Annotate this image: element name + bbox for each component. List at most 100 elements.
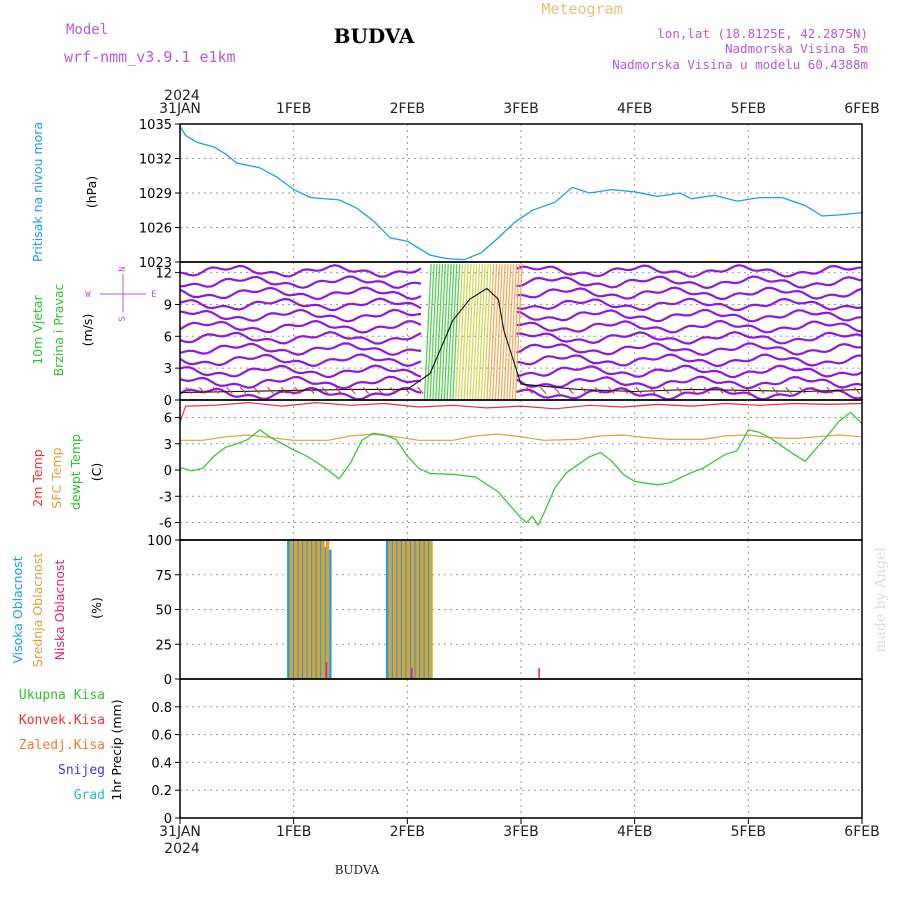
wind-red-barb bbox=[294, 386, 301, 394]
cloud-bar-0-15 bbox=[408, 540, 413, 679]
wind-red-barb bbox=[376, 386, 383, 394]
cloud-bar-1-11 bbox=[397, 540, 401, 679]
cloud-bar-0-14 bbox=[404, 540, 408, 679]
ytick-label-4-2: 0.4 bbox=[151, 756, 172, 771]
pressure-ylabel: Pritisak na nivou mora bbox=[30, 122, 45, 262]
pressure-line bbox=[179, 125, 863, 261]
cloud-bar-1-17 bbox=[424, 540, 429, 679]
wind-red-barb bbox=[689, 386, 697, 394]
wind-band-3 bbox=[516, 353, 863, 368]
cloud-bar-0-16 bbox=[413, 540, 417, 679]
wind-hatch bbox=[437, 264, 447, 401]
wind-red-barb bbox=[621, 386, 629, 394]
wind-band-0 bbox=[516, 386, 863, 401]
wind-hatch bbox=[466, 264, 475, 401]
cloud-bar-0-12 bbox=[395, 540, 399, 679]
xtick-top-5: 5FEB bbox=[731, 101, 766, 117]
precip-ylabel: 1hr Precip (mm) bbox=[109, 699, 124, 800]
wind-hatch bbox=[494, 264, 503, 401]
wind-red-barb bbox=[812, 386, 820, 394]
wind-red-barb bbox=[771, 386, 779, 394]
cloud-bar-1-0 bbox=[289, 540, 293, 679]
cloud-bar-1-1 bbox=[293, 540, 298, 679]
xtick-bottom-3: 3FEB bbox=[503, 824, 538, 840]
ytick-label-1-0: 0 bbox=[164, 394, 172, 409]
cloud-bar-0-3 bbox=[300, 540, 305, 679]
wind-hatch bbox=[469, 264, 478, 401]
wind-hatch bbox=[508, 264, 518, 401]
wind-red-barb bbox=[744, 386, 751, 394]
wind-hatch bbox=[491, 264, 501, 401]
wind-band-1 bbox=[515, 375, 863, 390]
wind-band-11 bbox=[516, 264, 863, 278]
wind-red-barb bbox=[185, 386, 192, 394]
wind-band-4 bbox=[516, 342, 863, 357]
meteogram-label: Meteogram bbox=[541, 0, 622, 18]
wind-red-barb bbox=[362, 386, 370, 394]
cloud-bar-0-10 bbox=[386, 540, 390, 679]
wind-red-barb bbox=[635, 386, 642, 394]
cloud-bar-1-9 bbox=[388, 540, 392, 679]
cloud-ylabel-2: Srednja Oblacnost bbox=[30, 553, 45, 667]
dir-s: S bbox=[118, 316, 128, 321]
model-altitude-label: Nadmorska Visina u modelu 60.4388m bbox=[612, 57, 868, 72]
wind-red-barb bbox=[417, 386, 424, 394]
wind-red-barb bbox=[553, 386, 561, 394]
legend-freezing-rain: Zaledj.Kisa bbox=[19, 738, 105, 753]
ytick-label-3-2: 50 bbox=[155, 604, 172, 619]
wind-band-7-a bbox=[179, 308, 422, 323]
precip-legend: Ukupna Kisa Konvek.Kisa Zaledj.Kisa Snij… bbox=[19, 688, 105, 803]
wind-hatch bbox=[457, 264, 466, 401]
wind-band-11-a bbox=[179, 264, 422, 278]
wind-hatch bbox=[449, 264, 458, 401]
wind-red-barb bbox=[730, 386, 738, 394]
wind-band-5-a bbox=[179, 330, 422, 345]
ytick-label-0-0: 1023 bbox=[139, 256, 172, 271]
wind-red-barb bbox=[335, 386, 342, 394]
wind-hatch bbox=[511, 264, 520, 401]
wind-red-barb bbox=[840, 386, 847, 394]
cloud-bar-0-4 bbox=[305, 540, 309, 679]
ytick-label-3-4: 100 bbox=[147, 534, 172, 549]
wind-hatch bbox=[503, 264, 512, 401]
ytick-label-0-4: 1035 bbox=[139, 118, 172, 133]
wind-band-0-a bbox=[179, 386, 422, 401]
wind-hatch bbox=[440, 264, 449, 401]
cloud-bar-2-0 bbox=[325, 662, 328, 679]
cloud-bar-1-10 bbox=[392, 540, 397, 679]
temp-line-sfc-temp bbox=[180, 433, 862, 441]
dir-e: E bbox=[151, 290, 156, 300]
cloud-bar-1-16 bbox=[420, 540, 424, 679]
wind-hatch bbox=[454, 264, 464, 401]
wind-red-barb bbox=[321, 386, 329, 394]
dir-n: N bbox=[118, 266, 128, 271]
wind-band-9-a bbox=[179, 286, 422, 301]
cloud-bar-0-17 bbox=[417, 540, 422, 679]
cloud-bar-0-9 bbox=[328, 549, 332, 679]
wind-red-barb bbox=[280, 386, 288, 394]
wind-hatch bbox=[460, 264, 469, 401]
wind-red-barb bbox=[580, 386, 588, 394]
wind-red-barb bbox=[853, 386, 861, 394]
wind-red-barb bbox=[308, 386, 315, 394]
cloud-bar-1-2 bbox=[298, 540, 302, 679]
cloud-bar-0-18 bbox=[422, 540, 426, 679]
wind-band-9 bbox=[516, 286, 863, 301]
cloud-unit: (%) bbox=[89, 597, 104, 619]
cloud-bar-1-18 bbox=[429, 540, 433, 679]
wind-band-2 bbox=[516, 364, 863, 379]
model-label: Model bbox=[66, 22, 108, 38]
cloud-bar-1-6 bbox=[316, 540, 321, 679]
watermark: made by Angel bbox=[873, 547, 889, 653]
ytick-label-1-1: 3 bbox=[164, 362, 172, 377]
year-top: 2024 bbox=[164, 88, 200, 104]
ytick-label-1-2: 6 bbox=[164, 330, 172, 345]
xtick-bottom-1: 1FEB bbox=[276, 824, 311, 840]
cloud-bar-1-14 bbox=[411, 540, 415, 679]
wind-red-barb bbox=[567, 386, 574, 394]
ytick-label-3-1: 25 bbox=[155, 638, 172, 653]
cloud-bar-1-15 bbox=[415, 540, 420, 679]
wind-red-barb bbox=[649, 386, 656, 394]
station-title: BUDVA bbox=[334, 24, 415, 48]
